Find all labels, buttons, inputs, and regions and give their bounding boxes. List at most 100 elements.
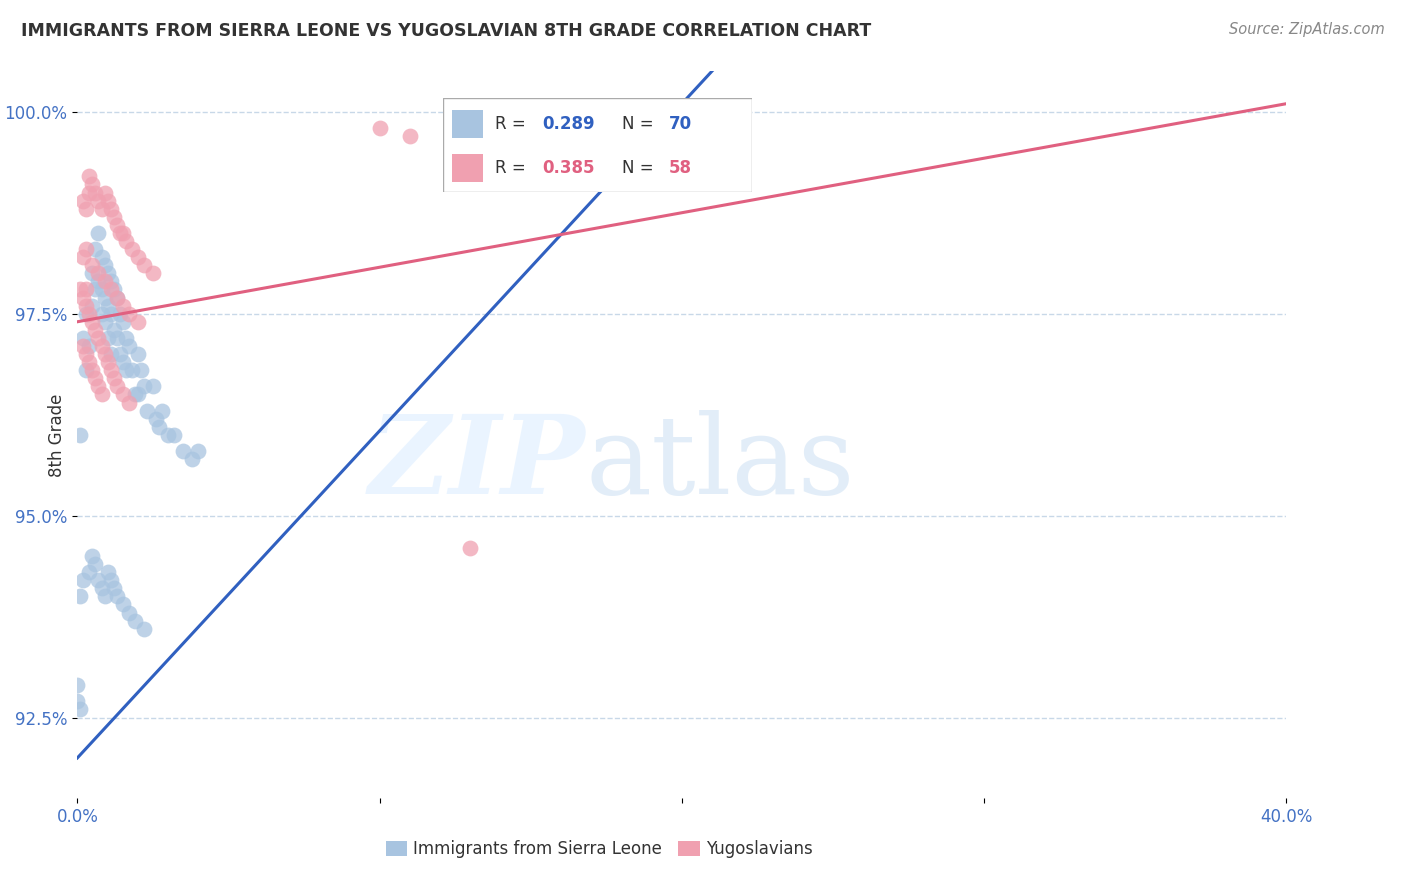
Text: atlas: atlas <box>585 410 855 517</box>
Point <box>135 403 157 417</box>
Point <box>72 250 94 264</box>
FancyBboxPatch shape <box>453 111 484 138</box>
Point <box>111 226 134 240</box>
Point <box>118 307 141 321</box>
Point <box>79 339 101 353</box>
Point <box>399 128 422 143</box>
Point <box>93 291 115 305</box>
Point <box>118 395 141 409</box>
Point <box>142 266 165 280</box>
Point <box>66 694 89 708</box>
Point <box>87 226 110 240</box>
Point <box>79 186 101 200</box>
Point <box>132 258 155 272</box>
Point <box>87 574 110 588</box>
Point <box>127 250 149 264</box>
Point <box>87 331 110 345</box>
Point <box>82 266 104 280</box>
Point <box>458 541 481 555</box>
Point <box>100 363 122 377</box>
Point <box>108 226 131 240</box>
FancyBboxPatch shape <box>678 840 700 856</box>
Point <box>103 371 125 385</box>
Text: IMMIGRANTS FROM SIERRA LEONE VS YUGOSLAVIAN 8TH GRADE CORRELATION CHART: IMMIGRANTS FROM SIERRA LEONE VS YUGOSLAV… <box>21 22 872 40</box>
Point <box>90 582 112 596</box>
Point <box>84 371 107 385</box>
Point <box>118 606 141 620</box>
Point <box>100 202 122 216</box>
Point <box>671 112 693 127</box>
Text: ZIP: ZIP <box>368 410 585 517</box>
Point <box>114 331 136 345</box>
Point <box>82 315 104 329</box>
Point <box>520 104 543 119</box>
Point <box>108 347 131 361</box>
Point <box>111 598 134 612</box>
Point <box>75 242 97 256</box>
Point <box>75 299 97 313</box>
Point <box>132 622 155 636</box>
Point <box>69 428 91 442</box>
Point <box>96 299 118 313</box>
Point <box>121 363 143 377</box>
Point <box>114 363 136 377</box>
Point <box>105 379 128 393</box>
Point <box>84 557 107 571</box>
Text: R =: R = <box>495 115 531 133</box>
Point <box>172 444 194 458</box>
Point <box>100 274 122 288</box>
Point <box>100 283 122 297</box>
Point <box>105 291 128 305</box>
Point <box>142 379 165 393</box>
Text: 0.385: 0.385 <box>541 160 595 178</box>
Point <box>93 590 115 604</box>
Point <box>75 363 97 377</box>
Point <box>163 428 186 442</box>
Point <box>93 258 115 272</box>
Point <box>79 307 101 321</box>
Point <box>458 112 481 127</box>
Point <box>118 339 141 353</box>
Point <box>90 283 112 297</box>
Point <box>84 242 107 256</box>
Point <box>93 186 115 200</box>
Point <box>87 274 110 288</box>
Point <box>93 347 115 361</box>
Point <box>150 403 173 417</box>
Text: Immigrants from Sierra Leone: Immigrants from Sierra Leone <box>413 839 662 857</box>
Point <box>96 194 118 208</box>
Point <box>181 452 204 467</box>
Point <box>103 210 125 224</box>
Text: Yugoslavians: Yugoslavians <box>706 839 813 857</box>
Point <box>84 323 107 337</box>
Text: 58: 58 <box>669 160 692 178</box>
Point <box>105 590 128 604</box>
Point <box>72 574 94 588</box>
Point <box>66 678 89 692</box>
Point <box>187 444 209 458</box>
Point <box>87 266 110 280</box>
Point <box>90 387 112 401</box>
Point <box>121 242 143 256</box>
Point <box>90 307 112 321</box>
Point <box>127 315 149 329</box>
Point <box>111 315 134 329</box>
Point <box>103 283 125 297</box>
Point <box>111 355 134 369</box>
Point <box>105 218 128 232</box>
Point <box>82 363 104 377</box>
Point <box>79 355 101 369</box>
Point <box>105 291 128 305</box>
Point <box>82 299 104 313</box>
Point <box>93 315 115 329</box>
Point <box>69 283 91 297</box>
Point <box>145 411 167 425</box>
Point <box>108 307 131 321</box>
Y-axis label: 8th Grade: 8th Grade <box>48 393 66 476</box>
Point <box>105 331 128 345</box>
Text: 70: 70 <box>669 115 692 133</box>
Point <box>96 565 118 579</box>
Point <box>148 419 170 434</box>
Point <box>96 331 118 345</box>
Point <box>96 266 118 280</box>
